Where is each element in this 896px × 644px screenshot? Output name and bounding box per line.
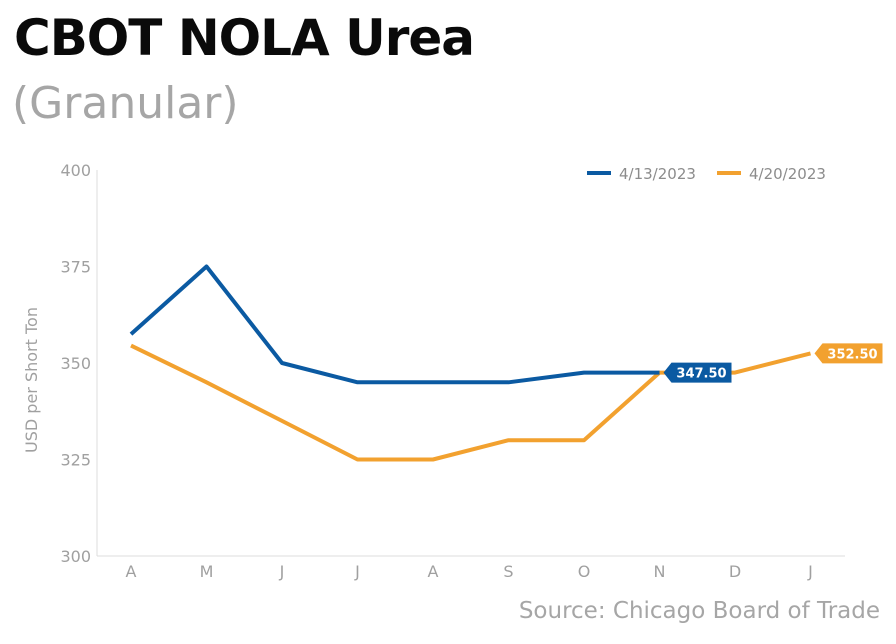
y-tick-label: 350 (60, 354, 91, 373)
x-tick-label: J (354, 562, 360, 581)
end-label-text: 352.50 (827, 347, 877, 362)
legend-label: 4/13/2023 (619, 165, 696, 183)
x-tick-label: M (200, 562, 214, 581)
end-label-2: 352.50 (814, 343, 883, 364)
x-tick-label: J (279, 562, 285, 581)
legend: 4/13/2023 4/20/2023 (587, 165, 826, 183)
data-labels: 352.50 347.50 (663, 343, 883, 383)
x-tick-label: O (578, 562, 591, 581)
y-tick-label: 400 (60, 161, 91, 180)
end-label-box (814, 343, 883, 364)
y-tick-label: 375 (60, 258, 91, 277)
x-tick-label: A (428, 562, 439, 581)
x-tick-label: D (729, 562, 741, 581)
x-tick-label: N (654, 562, 666, 581)
x-tick-label: J (807, 562, 813, 581)
chart-subtitle: (Granular) (12, 78, 239, 129)
y-axis-label: USD per Short Ton (22, 307, 41, 453)
source-note: Source: Chicago Board of Trade (518, 598, 880, 624)
legend-item-1: 4/13/2023 (587, 165, 696, 183)
end-label-box (663, 362, 732, 383)
y-tick-label: 300 (60, 547, 91, 566)
end-label-text: 347.50 (676, 367, 726, 382)
y-tick-label: 325 (60, 451, 91, 470)
legend-label: 4/20/2023 (749, 165, 826, 183)
y-tick-labels: 400 375 350 325 300 (60, 161, 91, 566)
x-tick-label: S (503, 562, 513, 581)
legend-item-2: 4/20/2023 (717, 165, 826, 183)
chart-title: CBOT NOLA Urea (14, 9, 475, 67)
end-label-1: 347.50 (663, 362, 732, 383)
series-line-1 (129, 264, 660, 385)
x-tick-label: A (126, 562, 137, 581)
